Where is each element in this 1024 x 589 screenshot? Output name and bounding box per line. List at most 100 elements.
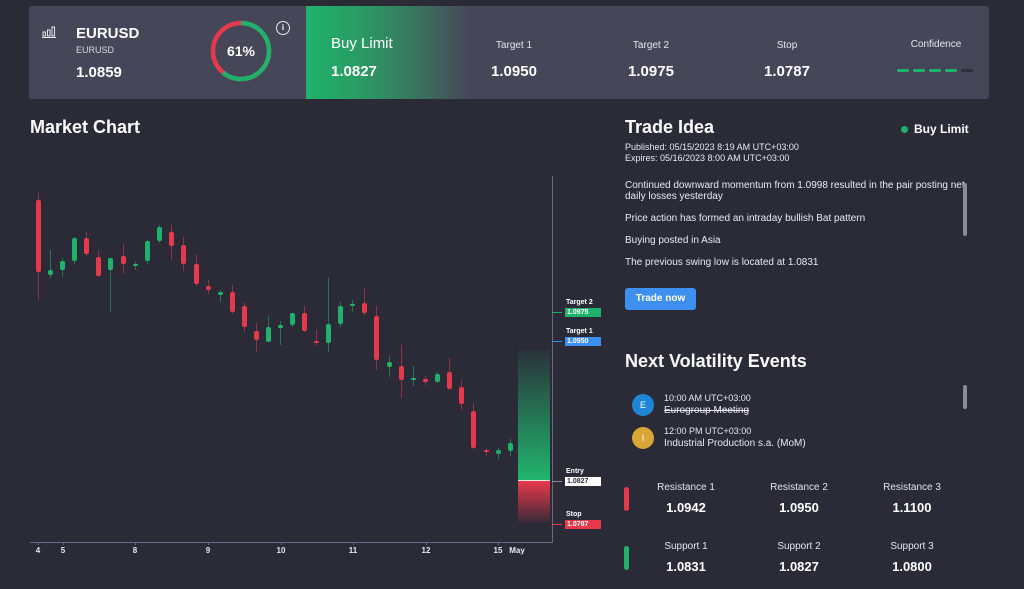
resistance-2-label: Resistance 2: [770, 482, 828, 493]
support-3-value: 1.0800: [892, 559, 932, 574]
candle-wick: [50, 250, 51, 278]
candle-body: [181, 245, 186, 264]
candle-body: [206, 286, 211, 290]
target-1-column: Target 1 1.0950: [459, 6, 569, 99]
level-label: Target 1: [566, 328, 593, 335]
x-tick-label: 11: [348, 546, 358, 555]
candle-body: [84, 238, 89, 254]
x-tick-mark: [281, 542, 282, 545]
trade-now-button[interactable]: Trade now: [625, 288, 696, 310]
target-2-column: Target 2 1.0975: [596, 6, 706, 99]
candle-body: [133, 264, 138, 266]
candle-body: [36, 200, 41, 272]
candle-body: [447, 372, 452, 389]
candle-body: [350, 304, 355, 306]
target-1-value: 1.0950: [491, 63, 537, 80]
support-1: Support 1 1.0831: [631, 541, 741, 574]
candle-wick: [364, 288, 365, 316]
x-tick-label: 4: [35, 546, 41, 555]
candle-body: [362, 303, 367, 313]
confidence-label: Confidence: [910, 39, 962, 50]
candle-wick: [352, 300, 353, 312]
level-value: 1.0787: [565, 520, 601, 529]
support-2-label: Support 2: [777, 541, 821, 552]
time-axis: [30, 542, 553, 543]
confidence-segment: [913, 69, 925, 72]
info-icon[interactable]: i: [276, 21, 290, 35]
support-2: Support 2 1.0827: [744, 541, 854, 574]
resistance-3-value: 1.1100: [892, 500, 932, 515]
candle-body: [242, 306, 247, 327]
resistance-1-value: 1.0942: [666, 500, 706, 515]
bullet-item: The previous swing low is located at 1.0…: [625, 257, 819, 268]
x-tick-label: 10: [276, 546, 286, 555]
level-tick: [552, 312, 562, 313]
sentiment-gauge: [210, 20, 272, 82]
candle-body: [471, 411, 476, 448]
candle-wick: [413, 366, 414, 386]
expires-date: Expires: 05/16/2023 8:00 AM UTC+03:00: [625, 153, 790, 163]
candle-body: [194, 264, 199, 284]
confidence-segment: [897, 69, 909, 72]
candle-body: [302, 313, 307, 331]
candle-body: [484, 450, 489, 452]
target-2-label: Target 2: [632, 40, 670, 51]
bar-chart-icon[interactable]: [42, 26, 56, 38]
order-type-block: Buy Limit 1.0827: [306, 6, 470, 99]
candle-body: [108, 258, 113, 270]
price-axis: [552, 176, 553, 543]
trade-idea-type: Buy Limit: [914, 122, 969, 136]
trade-idea-bullets: Continued downward momentum from 1.0998 …: [625, 180, 965, 279]
resistance-2-value: 1.0950: [779, 500, 819, 515]
candle-body: [374, 316, 379, 360]
x-tick-mark: [498, 542, 499, 545]
trade-idea-badge: Buy Limit: [901, 122, 969, 136]
x-tick-label: 8: [132, 546, 138, 555]
level-tick: [552, 481, 562, 482]
events-scrollbar[interactable]: [963, 385, 967, 409]
candle-body: [290, 313, 295, 325]
bullet-item: Continued downward momentum from 1.0998 …: [625, 180, 965, 202]
candle-body: [145, 241, 150, 261]
candle-wick: [135, 262, 136, 270]
trade-idea-scrollbar[interactable]: [963, 183, 967, 236]
x-tick-label: 15: [493, 546, 503, 555]
confidence-column: Confidence: [881, 6, 989, 99]
x-tick-label: May: [509, 546, 525, 555]
confidence-segment: [961, 69, 973, 72]
candle-body: [48, 270, 53, 275]
order-type: Buy Limit: [331, 35, 393, 52]
event-item[interactable]: E 10:00 AM UTC+03:00 Eurogroup Meeting: [632, 393, 751, 416]
x-tick-mark: [135, 542, 136, 545]
resistance-1-label: Resistance 1: [657, 482, 715, 493]
support-1-label: Support 1: [664, 541, 708, 552]
support-1-value: 1.0831: [666, 559, 706, 574]
event-name: Industrial Production s.a. (MoM): [664, 438, 806, 449]
entry-line: [518, 480, 550, 481]
instrument-summary-bar: EURUSD EURUSD 1.0859 61% i Buy Limit 1.0…: [29, 6, 989, 99]
level-value: 1.0950: [565, 337, 601, 346]
candle-wick: [280, 321, 281, 345]
candle-body: [169, 232, 174, 246]
confidence-segment: [929, 69, 941, 72]
stop-column: Stop 1.0787: [732, 6, 842, 99]
candle-wick: [110, 258, 111, 312]
resistance-3-label: Resistance 3: [883, 482, 941, 493]
event-name: Eurogroup Meeting: [664, 405, 750, 416]
support-3-label: Support 3: [890, 541, 934, 552]
event-item[interactable]: I 12:00 PM UTC+03:00 Industrial Producti…: [632, 426, 806, 449]
level-label: Entry: [566, 468, 584, 475]
resistance-indicator: [624, 487, 629, 511]
candle-body: [314, 341, 319, 343]
candle-wick: [328, 278, 329, 352]
x-tick-mark: [426, 542, 427, 545]
level-value: 1.0975: [565, 308, 601, 317]
candle-body: [508, 443, 513, 451]
candle-body: [278, 325, 283, 328]
support-3: Support 3 1.0800: [857, 541, 967, 574]
resistance-2: Resistance 2 1.0950: [744, 482, 854, 515]
level-value: 1.0827: [565, 477, 601, 486]
candle-body: [435, 374, 440, 382]
x-tick-mark: [63, 542, 64, 545]
loss-zone: [518, 481, 550, 523]
